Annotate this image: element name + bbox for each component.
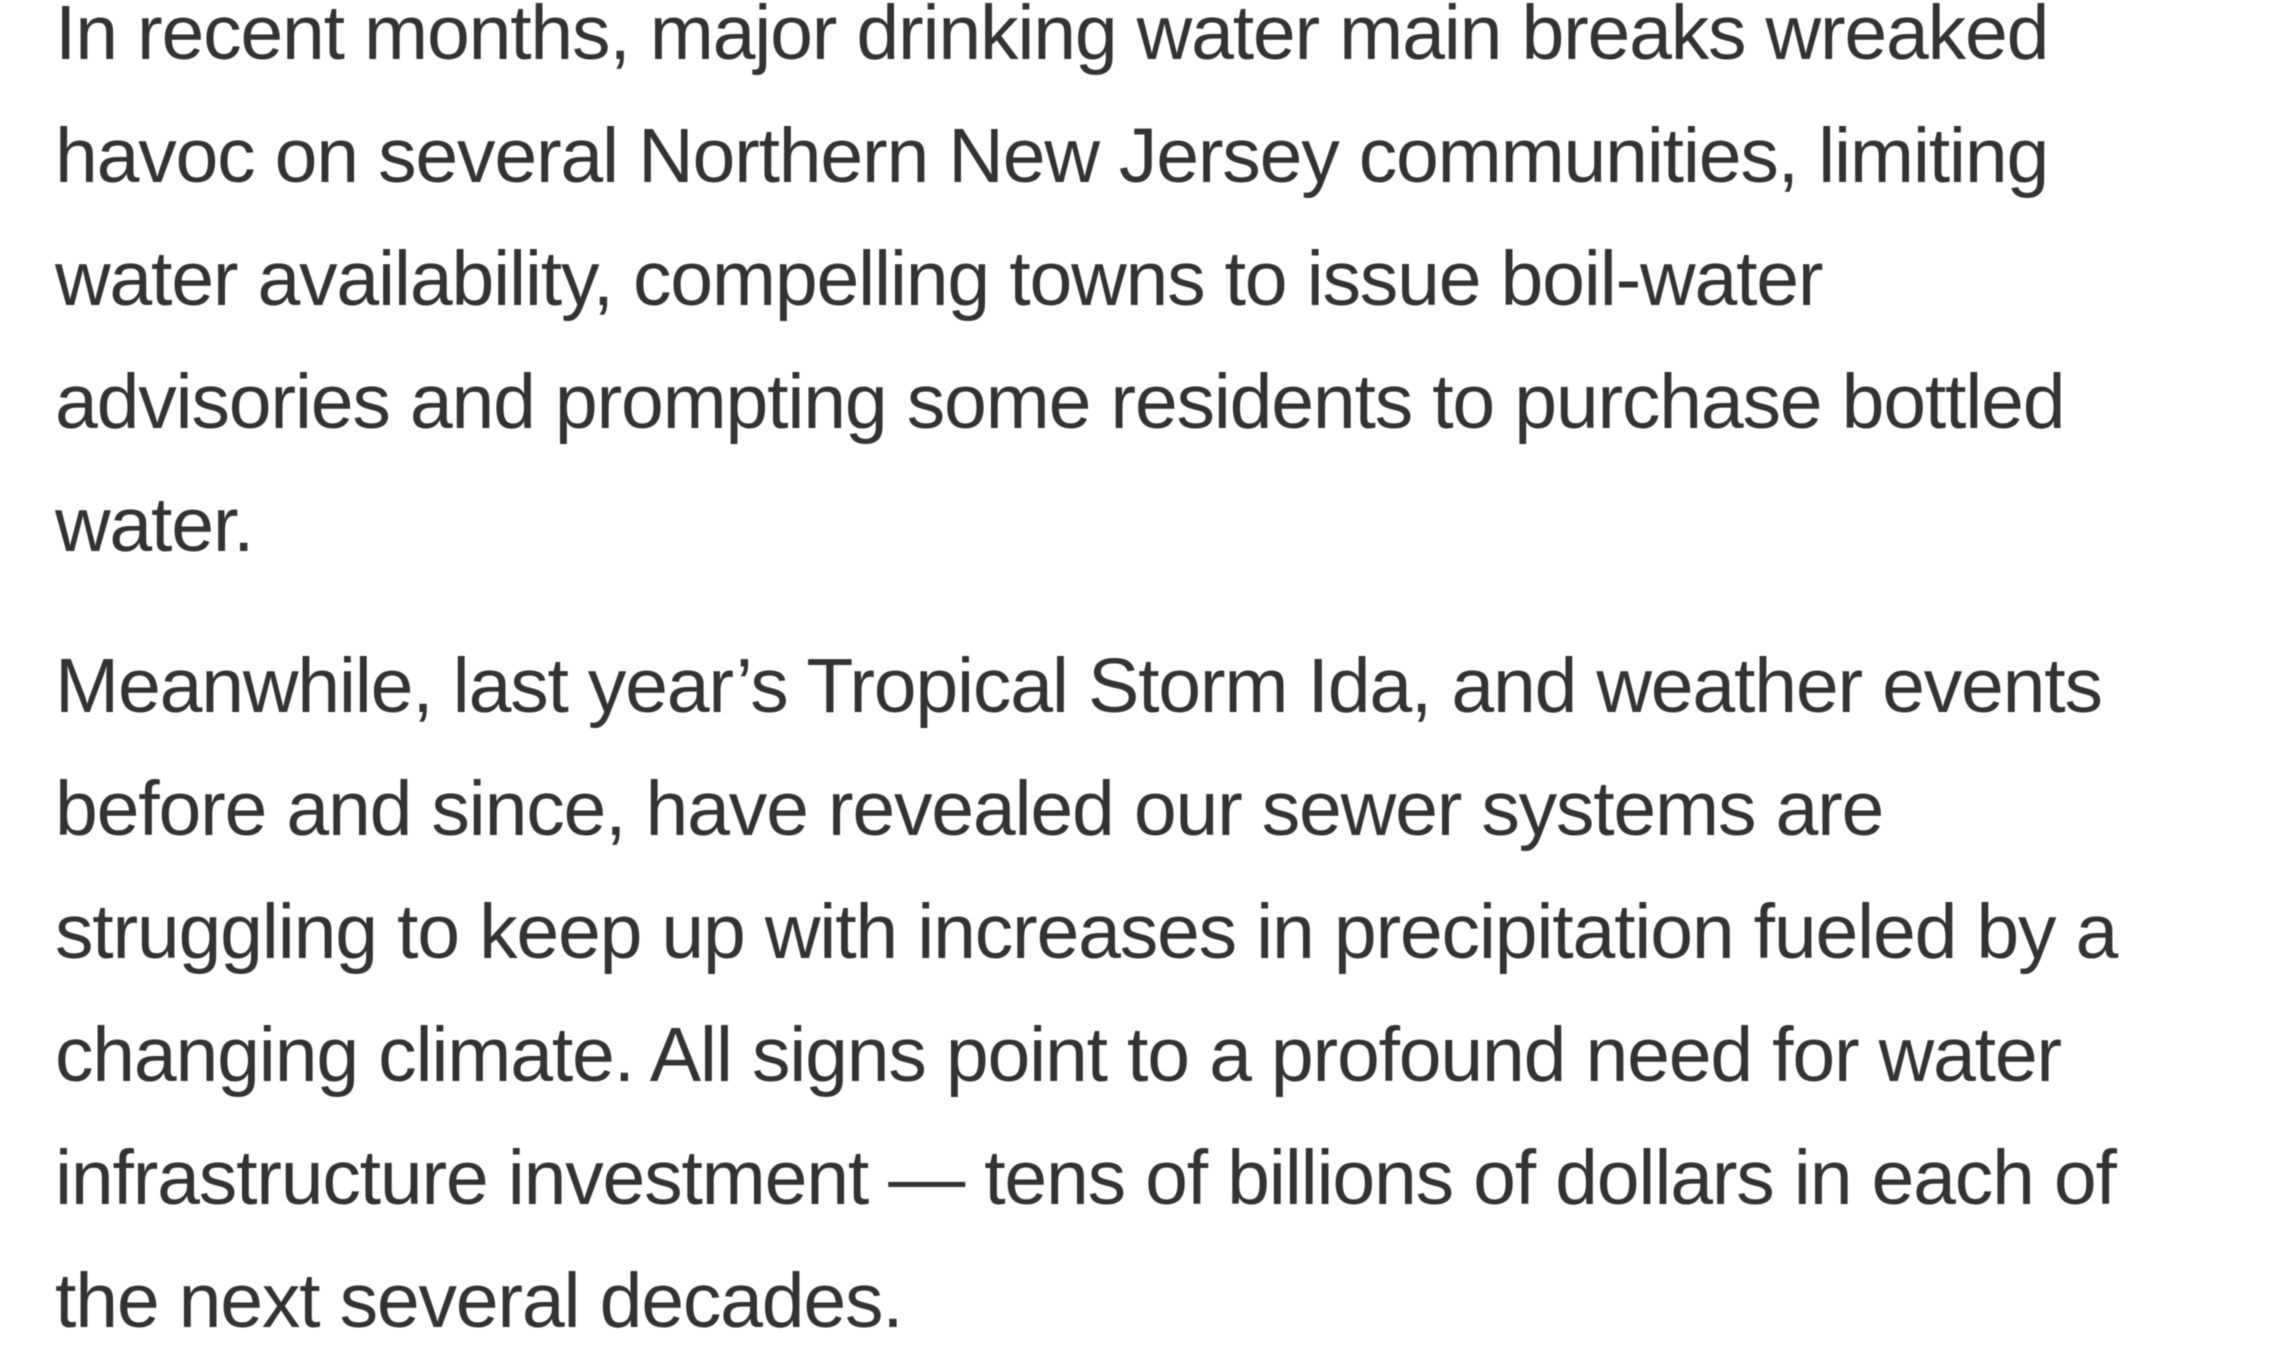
- paragraph-2-line-4: changing climate. All signs point to a p…: [55, 1012, 2062, 1098]
- paragraph-1-line-2: havoc on several Northern New Jersey com…: [55, 113, 2049, 199]
- paragraph-2-line-1: Meanwhile, last year’s Tropical Storm Id…: [55, 643, 2103, 729]
- paragraph-1-line-4: advisories and prompting some residents …: [55, 359, 2066, 445]
- paragraph-2-line-5: infrastructure investment — tens of bill…: [55, 1135, 2117, 1221]
- paragraph-1-line-3: water availability, compelling towns to …: [55, 236, 1824, 322]
- article-body: In recent months, major drinking water m…: [55, 0, 2235, 1363]
- paragraph-2-line-2: before and since, have revealed our sewe…: [55, 766, 1884, 852]
- paragraph-2-line-6: the next several decades.: [55, 1258, 904, 1344]
- paragraph-2-line-3: struggling to keep up with increases in …: [55, 889, 2118, 975]
- paragraph-1: In recent months, major drinking water m…: [55, 0, 2235, 587]
- paragraph-1-line-5: water.: [55, 482, 254, 568]
- paragraph-2: Meanwhile, last year’s Tropical Storm Id…: [55, 625, 2235, 1363]
- paragraph-1-line-1: In recent months, major drinking water m…: [55, 0, 2049, 76]
